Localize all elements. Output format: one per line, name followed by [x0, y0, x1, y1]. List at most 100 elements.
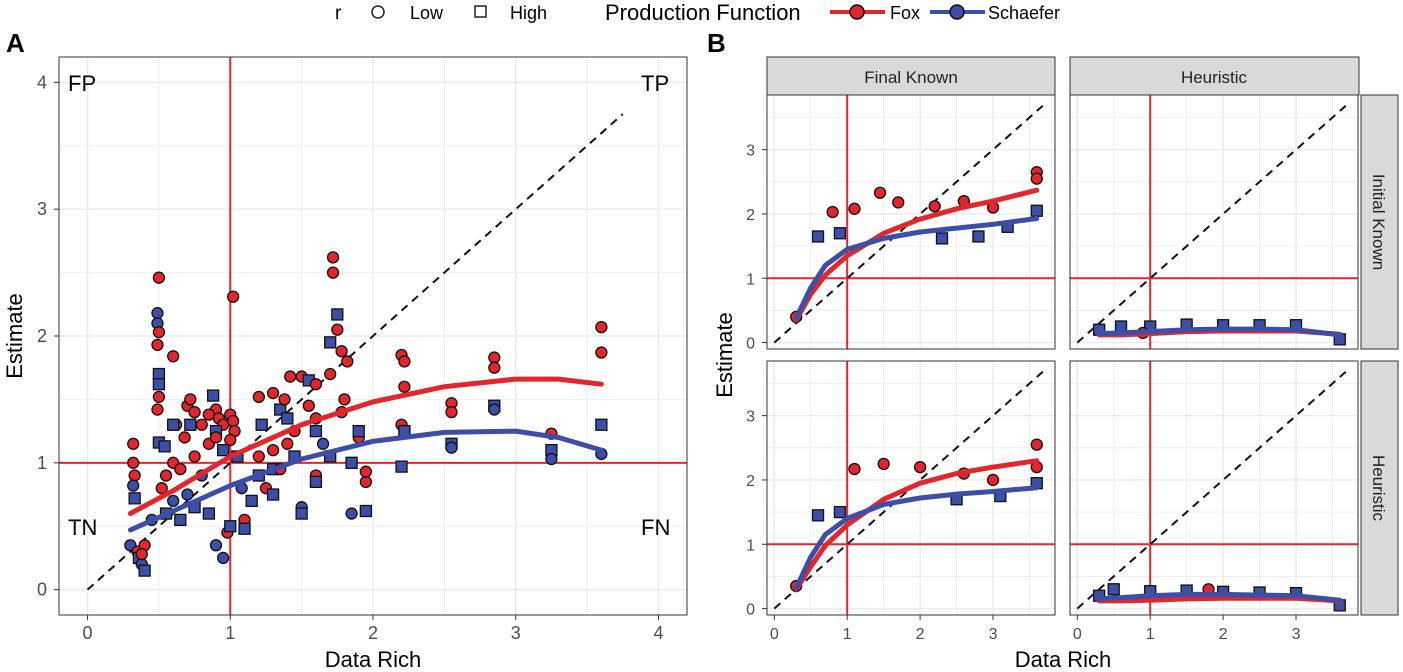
panel-a-point-schaefer-square	[224, 520, 237, 533]
panel-a-point-fox-circle	[127, 456, 140, 469]
panel-a-point-fox-circle	[284, 370, 297, 383]
facet-3-point-fox-circle	[986, 473, 1000, 487]
facet-1-diagonal-line	[773, 103, 1045, 344]
panel-a-point-schaefer-square	[395, 460, 408, 473]
facet-1-point-schaefer-square	[833, 227, 847, 240]
facet-1-y-tick-label: 3	[746, 143, 755, 160]
panel-a-point-fox-circle	[152, 390, 166, 404]
facet-3-y-tick-label: 0	[746, 602, 755, 619]
panel-a-x-tick-label: 1	[225, 623, 235, 643]
panel-a-point-fox-circle	[278, 393, 291, 406]
panel-a-point-schaefer-square	[266, 488, 280, 501]
facet-fit-lines	[1096, 326, 1343, 338]
facet-1-fit-fox	[793, 187, 1040, 323]
legend-schaefer-label: Schaefer	[988, 3, 1060, 23]
panel-a-point-schaefer-circle	[445, 441, 458, 454]
panel-a-point-fox-circle	[266, 386, 280, 400]
facet-2-diagonal-line	[1076, 103, 1348, 344]
legend-high-label: High	[510, 3, 547, 23]
facet-3-point-schaefer-square	[833, 505, 847, 519]
strip-col-final-known	[766, 56, 1056, 96]
facet-final-known-initial-known: 0 1 2 3	[746, 94, 1056, 353]
panel-a-point-schaefer-square	[352, 424, 365, 438]
facet-heuristic-initial-known	[1069, 94, 1359, 350]
panel-a-point-fox-circle	[595, 346, 608, 359]
panel-a-point-schaefer-square	[158, 440, 171, 453]
strip-row-heuristic-label: Heuristic	[1369, 455, 1388, 522]
panel-a-point-schaefer-circle	[345, 507, 358, 520]
panel-a-point-fox-circle	[188, 450, 201, 463]
panel-a-point-fox-circle	[128, 469, 141, 482]
facet-heuristic-heuristic: 0 1 2 3	[1069, 360, 1359, 643]
facet-3-x-tick-label: 1	[843, 626, 852, 643]
facet-1-point-fox-circle	[873, 186, 887, 199]
facet-1-point-schaefer-square	[811, 230, 825, 243]
panel-a-point-fox-circle	[226, 290, 240, 303]
facet-3-diagonal-line	[773, 369, 1045, 610]
panel-a-fit-fox	[127, 376, 604, 516]
panel-a-point-schaefer-circle	[181, 488, 194, 501]
quadrant-fn-label: FN	[641, 515, 670, 540]
panel-a-y-tick-label: 1	[37, 453, 47, 473]
panel-a-x-tick-label: 2	[368, 623, 378, 643]
facet-1-point-fox-circle	[848, 202, 861, 215]
facet-points	[790, 438, 1043, 593]
facet-1-point-fox-circle	[826, 205, 839, 219]
facet-3-y-tick-label: 1	[746, 537, 755, 554]
legend-shape-title: r	[335, 3, 342, 24]
panel-a-point-fox-circle	[309, 378, 323, 391]
panel-a-point-schaefer-circle	[151, 307, 164, 320]
facet-3-point-fox-circle	[877, 457, 890, 471]
facet-3-border	[766, 360, 1056, 616]
legend-fox-marker	[849, 4, 865, 20]
facet-4-x-tick-label: 0	[1073, 626, 1082, 643]
strip-col-final-known-label: Final Known	[864, 68, 958, 87]
panel-a-y-tick-label: 2	[37, 326, 47, 346]
facet-1-y-tick-label: 1	[746, 271, 755, 288]
panel-a-point-schaefer-circle	[488, 403, 501, 416]
panel-a-point-schaefer-circle	[127, 479, 140, 492]
strip-col-heuristic	[1069, 56, 1360, 96]
facet-1-point-schaefer-square	[935, 232, 949, 245]
facet-4-fit-fox	[1096, 595, 1343, 604]
facet-3-x-tick-label: 2	[916, 626, 925, 643]
panel-a-point-schaefer-square	[359, 504, 373, 518]
facet-1-fit-schaefer	[793, 216, 1040, 321]
facet-1-point-schaefer-square	[1030, 204, 1043, 217]
panel-a-point-fox-circle	[252, 390, 265, 404]
facet-1-point-fox-circle	[892, 196, 905, 209]
panel-a-point-schaefer-square	[345, 456, 358, 469]
panel-a-point-schaefer-circle	[167, 494, 180, 508]
panel-a-point-schaefer-square	[202, 507, 216, 520]
panel-a-point-schaefer-square	[152, 367, 166, 381]
panel-a-border	[58, 56, 688, 616]
panel-a-point-fox-circle	[266, 443, 280, 457]
panel-a-point-fox-circle	[195, 418, 208, 431]
legend-square-icon	[474, 5, 487, 18]
panel-a-point-schaefer-square	[216, 443, 230, 457]
facet-fit-lines	[793, 187, 1040, 323]
quadrant-tn-label: TN	[68, 515, 97, 540]
quadrant-fp-label: FP	[68, 71, 96, 96]
panel-a-xlabel: Data Rich	[325, 647, 422, 672]
facet-3-y-tick-label: 2	[746, 473, 755, 490]
facet-3-x-tick-label: 0	[770, 626, 779, 643]
facet-4-diagonal-line	[1076, 369, 1348, 610]
panel-a-tag: A	[6, 28, 25, 58]
panel-a-point-fox-circle	[488, 361, 501, 374]
panel-a-point-fox-circle	[159, 469, 173, 482]
facet-1-point-schaefer-square	[972, 230, 985, 243]
panel-a-point-schaefer-square	[206, 389, 220, 402]
facet-3-fit-schaefer	[793, 485, 1040, 591]
facet-4-point-schaefer-square	[1107, 583, 1120, 596]
panel-a: 0 1 2 3 4 0 1 2 3 4 FP TP TN FN Data Rich Estimat…	[2, 56, 688, 672]
facet-fit-lines	[1096, 591, 1343, 604]
panel-a-point-fox-circle	[135, 547, 148, 561]
panel-b-ylabel: Estimate	[712, 312, 737, 398]
panel-a-point-fox-circle	[188, 405, 201, 419]
legend-low-label: Low	[410, 3, 444, 23]
panel-a-point-fox-circle	[324, 367, 337, 381]
panel-a-point-schaefer-circle	[545, 452, 558, 466]
panel-a-point-schaefer-circle	[209, 539, 223, 552]
